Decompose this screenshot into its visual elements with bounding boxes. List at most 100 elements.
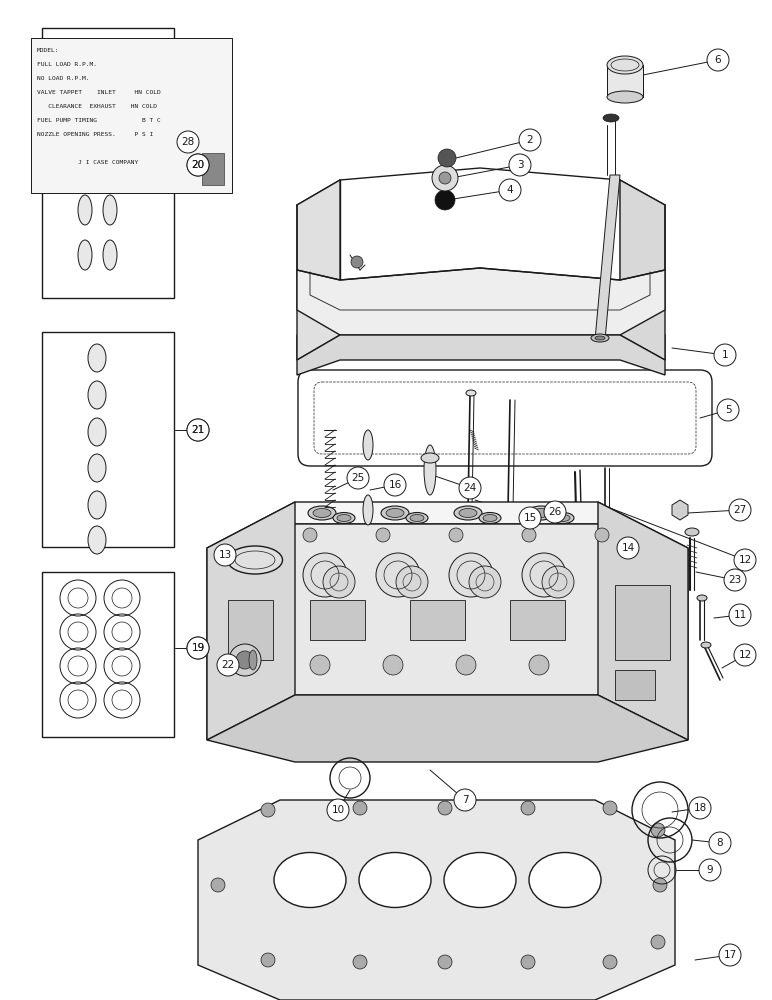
Ellipse shape (78, 50, 92, 80)
Circle shape (187, 419, 209, 441)
Circle shape (544, 501, 566, 523)
Ellipse shape (228, 546, 283, 574)
Circle shape (310, 655, 330, 675)
Ellipse shape (78, 100, 92, 130)
Bar (228, 600, 273, 660)
Ellipse shape (103, 100, 117, 130)
Text: 21: 21 (191, 425, 205, 435)
Text: J I CASE COMPANY: J I CASE COMPANY (37, 160, 138, 165)
Text: 24: 24 (463, 483, 476, 493)
Polygon shape (198, 800, 675, 1000)
Ellipse shape (308, 506, 336, 520)
Circle shape (603, 955, 617, 969)
Ellipse shape (424, 445, 436, 495)
Text: 18: 18 (693, 803, 706, 813)
Circle shape (211, 878, 225, 892)
Bar (31, 38, 232, 193)
Circle shape (438, 149, 456, 167)
Ellipse shape (88, 381, 106, 409)
Circle shape (651, 935, 665, 949)
Circle shape (529, 655, 549, 675)
Text: 12: 12 (738, 555, 752, 565)
Ellipse shape (88, 454, 106, 482)
Circle shape (522, 528, 536, 542)
Ellipse shape (479, 512, 501, 524)
Text: 14: 14 (621, 543, 635, 553)
Circle shape (714, 344, 736, 366)
Circle shape (707, 49, 729, 71)
Circle shape (699, 859, 721, 881)
Circle shape (603, 801, 617, 815)
Ellipse shape (88, 526, 106, 554)
Bar (607, 65, 643, 97)
Text: 15: 15 (523, 513, 537, 523)
Ellipse shape (466, 390, 476, 396)
Ellipse shape (685, 528, 699, 536)
Circle shape (187, 154, 209, 176)
Circle shape (187, 637, 209, 659)
Ellipse shape (337, 514, 351, 522)
Circle shape (347, 467, 369, 489)
Text: FULL LOAD R.P.M.: FULL LOAD R.P.M. (37, 62, 96, 67)
Bar (615, 670, 655, 700)
Text: 4: 4 (506, 185, 513, 195)
Ellipse shape (454, 506, 482, 520)
Ellipse shape (103, 195, 117, 225)
Circle shape (438, 801, 452, 815)
Ellipse shape (591, 334, 609, 342)
Ellipse shape (88, 491, 106, 519)
Text: NO LOAD R.P.M.: NO LOAD R.P.M. (37, 76, 90, 81)
Bar (201, 153, 224, 185)
Polygon shape (620, 180, 665, 360)
Circle shape (396, 566, 428, 598)
Ellipse shape (386, 508, 404, 518)
Ellipse shape (88, 418, 106, 446)
Bar (42, 332, 174, 547)
Bar (42, 572, 174, 737)
Ellipse shape (406, 512, 428, 524)
Circle shape (717, 399, 739, 421)
Circle shape (653, 878, 667, 892)
Ellipse shape (552, 512, 574, 524)
Circle shape (177, 131, 199, 153)
Circle shape (509, 154, 531, 176)
Circle shape (383, 655, 403, 675)
Text: 2: 2 (527, 135, 533, 145)
Circle shape (734, 549, 756, 571)
Circle shape (438, 955, 452, 969)
Ellipse shape (483, 514, 497, 522)
Text: 13: 13 (218, 550, 232, 560)
Ellipse shape (333, 512, 355, 524)
Circle shape (323, 566, 355, 598)
Text: 5: 5 (725, 405, 731, 415)
Circle shape (229, 644, 261, 676)
Polygon shape (297, 335, 665, 375)
Ellipse shape (444, 852, 516, 908)
Ellipse shape (527, 506, 555, 520)
Ellipse shape (595, 336, 605, 340)
Circle shape (351, 256, 363, 268)
Ellipse shape (313, 508, 331, 518)
Circle shape (519, 507, 541, 529)
Circle shape (261, 953, 275, 967)
Circle shape (376, 553, 420, 597)
Circle shape (376, 528, 390, 542)
Text: 7: 7 (462, 795, 469, 805)
Text: 23: 23 (728, 575, 742, 585)
Circle shape (353, 801, 367, 815)
Ellipse shape (363, 495, 373, 525)
Circle shape (521, 955, 535, 969)
Circle shape (651, 823, 665, 837)
Ellipse shape (410, 514, 424, 522)
Ellipse shape (359, 852, 431, 908)
Polygon shape (672, 500, 688, 520)
Circle shape (734, 644, 756, 666)
Circle shape (353, 955, 367, 969)
Circle shape (519, 129, 541, 151)
Ellipse shape (556, 514, 570, 522)
Text: 11: 11 (733, 610, 747, 620)
Text: MODEL:: MODEL: (37, 48, 59, 53)
Circle shape (432, 165, 458, 191)
Ellipse shape (701, 642, 711, 648)
Text: 6: 6 (715, 55, 721, 65)
